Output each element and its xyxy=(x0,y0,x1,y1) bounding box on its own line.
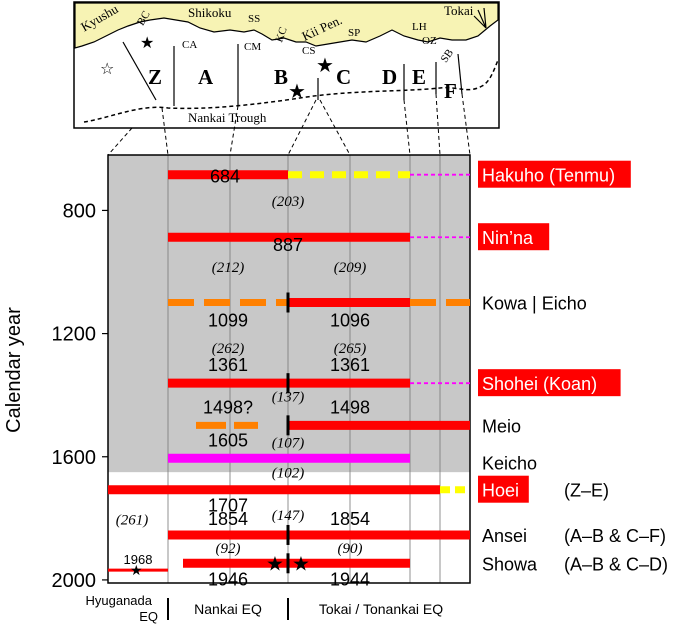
year-label: 1605 xyxy=(208,430,248,450)
recurrence-interval: (203) xyxy=(272,194,305,210)
north-arrow xyxy=(473,7,487,29)
segment-gridlines xyxy=(167,155,441,583)
recurrence-interval: (209) xyxy=(334,260,367,276)
map-label-lh: LH xyxy=(412,21,427,33)
map-label-ss: SS xyxy=(248,13,260,25)
star-icon: ★ xyxy=(130,563,143,579)
segment-label-c: C xyxy=(336,65,351,89)
segment-map: ★ ☆ ★ ★ Kyushu BC Shikoku SS KC Kii Pen.… xyxy=(73,1,500,129)
year-label: 1096 xyxy=(330,310,370,330)
bottom-label-hyuganada-line2: EQ xyxy=(139,609,158,624)
land-mass xyxy=(74,2,499,49)
y-tick-label: 1200 xyxy=(52,324,97,346)
highlight-box xyxy=(478,160,631,188)
recurrence-interval: (107) xyxy=(272,436,305,452)
y-axis-label: Calendar year xyxy=(3,307,25,433)
map-label-cm: CM xyxy=(244,41,261,53)
y-tick-label: 2000 xyxy=(52,570,97,592)
year-label: 887 xyxy=(273,235,303,255)
map-label-cs: CS xyxy=(302,45,315,57)
star-ca: ★ xyxy=(140,33,154,52)
event-name: Kowa | Eicho xyxy=(482,293,587,313)
event-name: Hakuho (Tenmu) xyxy=(482,166,615,186)
event-name: Showa xyxy=(482,554,538,574)
recurrence-interval: (147) xyxy=(272,508,305,524)
year-label: 1854 xyxy=(208,509,248,529)
recurrence-interval: (92) xyxy=(216,541,241,557)
star-icon: ★ xyxy=(292,551,310,575)
bottom-label-hyuganada-line1: Hyuganada xyxy=(86,593,153,608)
star-b: ★ xyxy=(288,79,306,103)
segment-label-d: D xyxy=(382,65,397,89)
event-name: Nin’na xyxy=(482,228,534,248)
map-label-sp: SP xyxy=(348,27,360,39)
rupture-range-note: (Z–E) xyxy=(564,481,609,501)
segment-label-a: A xyxy=(198,65,214,89)
recurrence-interval: (262) xyxy=(212,341,245,357)
nankai-trough-line xyxy=(83,59,499,123)
star-icon: ★ xyxy=(266,551,284,575)
year-label: 1944 xyxy=(330,569,370,589)
event-name: Meio xyxy=(482,416,521,436)
event-name: Ansei xyxy=(482,526,527,546)
year-label: 1099 xyxy=(208,310,248,330)
event-name: Keicho xyxy=(482,453,537,473)
highlight-box xyxy=(478,475,529,503)
year-label: 1854 xyxy=(330,509,370,529)
event-name: Shohei (Koan) xyxy=(482,374,597,394)
segment-label-z: Z xyxy=(148,65,162,89)
year-label: 1946 xyxy=(208,569,248,589)
event-name: Hoei xyxy=(482,481,519,501)
star-c: ★ xyxy=(316,53,334,77)
segment-label-f: F xyxy=(444,79,457,103)
year-label: 684 xyxy=(210,167,240,187)
segment-label-e: E xyxy=(412,65,426,89)
recurrence-interval: (265) xyxy=(334,341,367,357)
hyuganada-year-label: 1968 xyxy=(124,552,153,567)
bottom-label-tokai: Tokai / Tonankai EQ xyxy=(319,601,443,617)
year-label: 1498 xyxy=(330,397,370,417)
map-connectors xyxy=(107,93,471,156)
recurrence-interval: (102) xyxy=(272,465,305,481)
bottom-label-nankai: Nankai EQ xyxy=(194,601,262,617)
segment-label-b: B xyxy=(274,65,288,89)
map-label-tokai: Tokai xyxy=(444,3,474,18)
year-label: 1498? xyxy=(203,397,253,417)
highlight-box xyxy=(478,223,550,251)
y-tick-label: 1600 xyxy=(52,447,97,469)
recurrence-interval: (137) xyxy=(272,389,305,405)
rupture-chart: 800 1200 1600 2000 Calendar year 684 Hakuho … xyxy=(3,154,668,624)
map-label-ca: CA xyxy=(182,39,197,51)
rupture-range-note: (A–B & C–D) xyxy=(564,554,668,574)
recurrence-interval: (90) xyxy=(338,541,363,557)
plot-frame xyxy=(107,154,471,584)
map-label-kc: KC xyxy=(273,26,290,44)
highlight-box xyxy=(478,369,621,397)
recurrence-interval: (212) xyxy=(212,260,245,276)
segment-boundaries xyxy=(122,41,463,106)
rupture-marks: 684 Hakuho (Tenmu) 887 Nin’na 1099 1096 Kowa |… xyxy=(108,160,668,589)
map-label-oz: OZ xyxy=(422,35,437,47)
star-z-open: ☆ xyxy=(100,59,114,78)
map-label-shikoku: Shikoku xyxy=(188,5,232,20)
year-label: 1361 xyxy=(330,355,370,375)
rupture-range-note: (A–B & C–F) xyxy=(564,526,666,546)
y-tick-label: 800 xyxy=(63,200,96,222)
year-label: 1707 xyxy=(208,496,248,516)
y-axis-ticks: 800 1200 1600 2000 xyxy=(52,200,108,592)
year-label: 1361 xyxy=(208,355,248,375)
trough-label: Nankai Trough xyxy=(188,110,267,125)
recurrence-interval: (261) xyxy=(116,512,149,528)
